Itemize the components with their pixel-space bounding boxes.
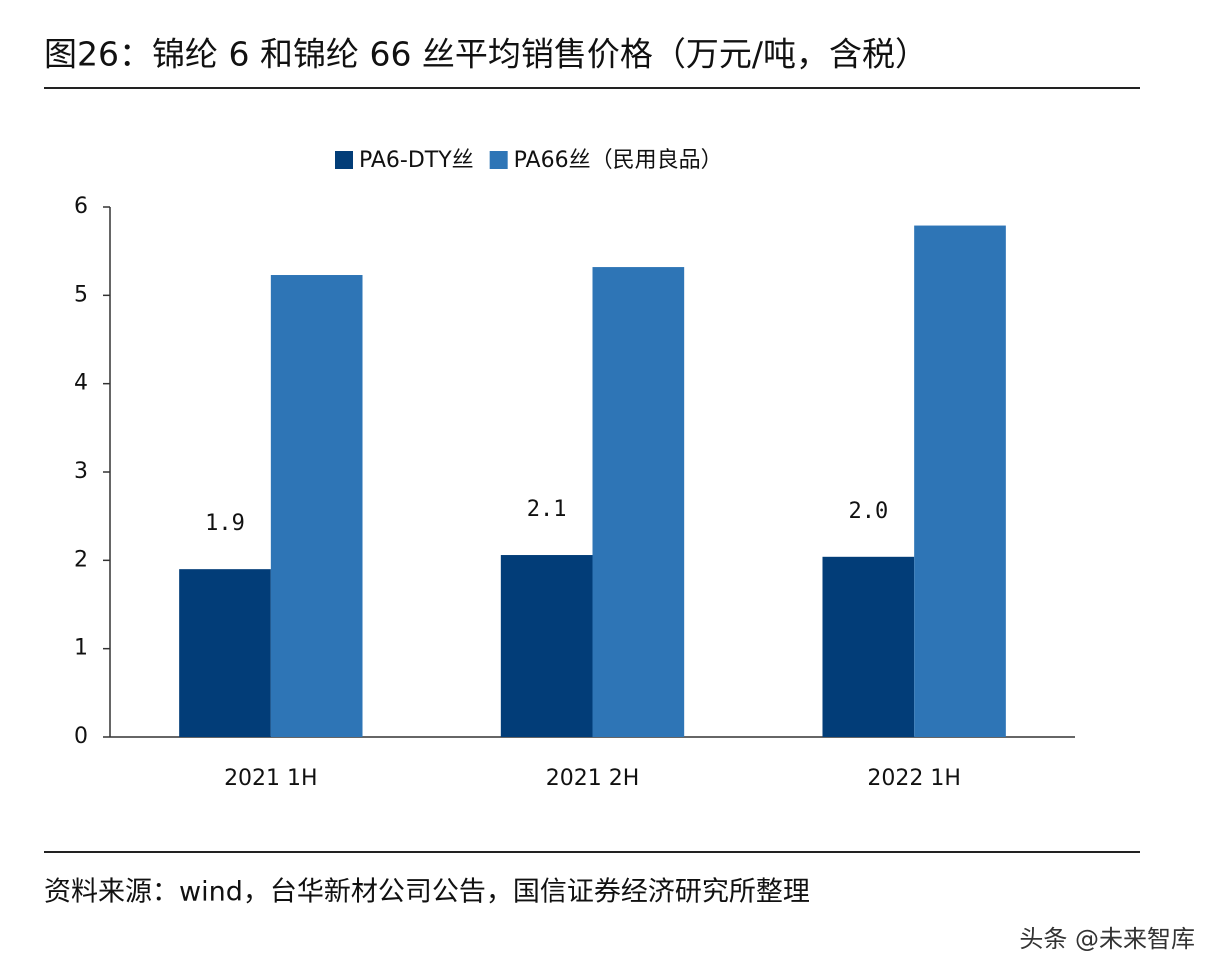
y-tick-label: 2 (74, 547, 88, 572)
source: 资料来源：wind，台华新材公司公告，国信证券经济研究所整理 (44, 877, 810, 908)
chart-title: 图26：锦纶 6 和锦纶 66 丝平均销售价格（万元/吨，含税） (44, 35, 928, 74)
legend-swatch (335, 151, 353, 169)
watermark: 头条 @未来智库 (1019, 925, 1195, 953)
y-tick-label: 1 (74, 636, 88, 661)
y-tick-label: 0 (74, 724, 88, 749)
bar (179, 569, 271, 737)
bar (914, 225, 1006, 738)
legend-label: PA6-DTY丝 (359, 148, 474, 173)
legend-swatch (489, 151, 508, 169)
legend-label: PA66丝（民用良品） (514, 148, 723, 173)
x-tick-label: 2021 2H (546, 766, 640, 791)
x-tick-label: 2021 1H (224, 766, 318, 791)
data-label: 2.1 (527, 497, 567, 522)
y-tick-label: 5 (74, 282, 88, 307)
data-label: 1.9 (205, 511, 245, 536)
data-label: 2.0 (848, 499, 888, 524)
y-tick-label: 4 (74, 371, 88, 396)
x-tick-label: 2022 1H (867, 766, 961, 791)
bar (500, 555, 593, 737)
bar (270, 275, 363, 737)
y-tick-label: 3 (74, 459, 88, 484)
y-tick-label: 6 (74, 194, 88, 219)
bar (822, 556, 915, 737)
bar (592, 267, 685, 737)
